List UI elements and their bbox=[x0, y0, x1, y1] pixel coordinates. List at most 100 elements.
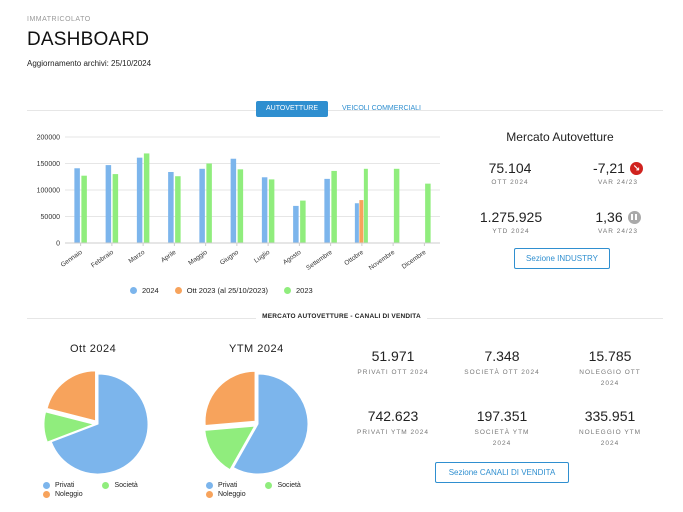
bar-2024 bbox=[168, 171, 174, 243]
x-tick-label: Luglio bbox=[253, 249, 272, 265]
legend-item-noleggio[interactable]: Noleggio bbox=[206, 491, 246, 498]
bar-2023 bbox=[268, 179, 275, 243]
sezione-industry-button[interactable]: Sezione INDUSTRY bbox=[514, 248, 610, 269]
kpi-var-ytd-label: VAR 24/23 bbox=[598, 228, 638, 235]
x-tick-label: Agosto bbox=[282, 249, 303, 267]
canali-value: 335.951 bbox=[584, 408, 636, 424]
x-tick-label: Giugno bbox=[219, 249, 240, 267]
pie-slice-societ bbox=[43, 411, 96, 443]
canali-privati-ytm: 742.623 PRIVATI YTM 2024 bbox=[338, 408, 448, 438]
y-tick-label: 200000 bbox=[37, 135, 60, 142]
legend-item-societa[interactable]: Società bbox=[265, 482, 301, 489]
kpi-ytd-label: YTD 2024 bbox=[492, 228, 530, 235]
pie-slice-noleggio bbox=[46, 370, 97, 422]
legend-dot bbox=[102, 482, 110, 489]
tab-veicoli-commerciali[interactable]: VEICOLI COMMERCIALI bbox=[342, 105, 421, 112]
legend-item-societa[interactable]: Società bbox=[102, 482, 138, 489]
canali-societa-ott: 7.348 SOCIETÀ OTT 2024 bbox=[447, 348, 557, 378]
bar-2023 bbox=[143, 153, 150, 243]
bar-2024 bbox=[261, 177, 268, 243]
legend-item-privati[interactable]: Privati bbox=[43, 482, 74, 489]
canali-noleggio-ytm: 335.951 NOLEGGIO YTM 2024 bbox=[555, 408, 665, 449]
pie-chart-ott bbox=[43, 370, 149, 475]
bar-2023 bbox=[112, 174, 119, 243]
canali-noleggio-ott: 15.785 NOLEGGIO OTT 2024 bbox=[555, 348, 665, 389]
kpi-var-label: VAR 24/23 bbox=[598, 179, 638, 186]
bar-2023 bbox=[331, 170, 337, 243]
legend-item-noleggio[interactable]: Noleggio bbox=[43, 491, 83, 498]
legend-item-2023[interactable]: 2023 bbox=[284, 286, 313, 295]
canali-value: 7.348 bbox=[484, 348, 520, 364]
mercato-title: Mercato Autovetture bbox=[506, 130, 614, 144]
legend-dot bbox=[43, 482, 50, 489]
pie-title-ytm: YTM 2024 bbox=[229, 343, 284, 355]
canali-value: 197.351 bbox=[476, 408, 528, 424]
bar-2024 bbox=[293, 205, 299, 243]
arrow-down-right-icon: ↘ bbox=[629, 161, 643, 175]
legend-item-2024[interactable]: 2024 bbox=[130, 286, 159, 295]
canali-label: PRIVATI OTT 2024 bbox=[357, 369, 429, 376]
divider bbox=[27, 110, 663, 111]
kpi-var-value: -7,21 bbox=[593, 160, 625, 176]
canali-value: 742.623 bbox=[367, 408, 419, 424]
pie-slice-privati bbox=[50, 373, 149, 475]
canali-societa-ytm: 197.351 SOCIETÀ YTM 2024 bbox=[447, 408, 557, 449]
x-tick-label: Gennaio bbox=[60, 249, 84, 269]
section-title-text: MERCATO AUTOVETTURE - CANALI DI VENDITA bbox=[256, 313, 427, 320]
bar-2023 bbox=[393, 168, 400, 243]
kpi-var-ytd-value: 1,36 bbox=[595, 209, 623, 225]
bar-2023 bbox=[81, 175, 87, 243]
canali-label: SOCIETÀ YTM 2024 bbox=[474, 429, 530, 447]
page-header: IMMATRICOLATO DASHBOARD Aggiornamento ar… bbox=[27, 16, 151, 68]
legend-label: Noleggio bbox=[55, 491, 83, 498]
legend-dot bbox=[265, 482, 273, 489]
legend-item-privati[interactable]: Privati bbox=[206, 482, 237, 489]
x-tick-label: Novembre bbox=[368, 249, 397, 272]
y-tick-label: 100000 bbox=[37, 188, 60, 195]
legend-label: Società bbox=[277, 482, 301, 489]
legend-label: Ott 2023 (al 25/10/2023) bbox=[186, 286, 268, 295]
canali-label: NOLEGGIO OTT 2024 bbox=[579, 369, 641, 387]
canali-label: NOLEGGIO YTM 2024 bbox=[578, 429, 642, 447]
monthly-bar-chart: 0 50000 100000 150000 200000 Gennaio Febbraio M… bbox=[37, 135, 440, 272]
pie-chart-ytm bbox=[204, 370, 309, 475]
bar-2024 bbox=[136, 157, 143, 243]
legend-item-ott-2023[interactable]: Ott 2023 (al 25/10/2023) bbox=[174, 286, 268, 295]
update-date: Aggiornamento archivi: 25/10/2024 bbox=[27, 59, 152, 68]
legend-dot bbox=[174, 287, 182, 294]
bar-2024 bbox=[199, 168, 205, 243]
sezione-canali-button[interactable]: Sezione CANALI DI VENDITA bbox=[435, 462, 569, 483]
legend-dot bbox=[284, 287, 291, 294]
pie-legend-ott: Privati Società Noleggio bbox=[43, 482, 166, 500]
bar-2024 bbox=[324, 178, 330, 243]
legend-dot bbox=[206, 491, 213, 498]
kpi-ott-value: 75.104 bbox=[488, 160, 532, 176]
pause-icon bbox=[627, 210, 641, 224]
tab-autovetture[interactable]: AUTOVETTURE bbox=[256, 101, 328, 117]
y-tick-label: 50000 bbox=[41, 214, 61, 221]
page-title: DASHBOARD bbox=[27, 29, 150, 50]
canali-label: SOCIETÀ OTT 2024 bbox=[464, 369, 540, 376]
canali-value: 51.971 bbox=[371, 348, 415, 364]
bar-2023 bbox=[175, 176, 181, 243]
bar-2023 bbox=[206, 163, 212, 243]
x-tick-label: Aprile bbox=[160, 249, 178, 264]
vehicle-tabs: AUTOVETTURE VEICOLI COMMERCIALI bbox=[256, 101, 431, 117]
legend-dot bbox=[130, 287, 137, 294]
y-tick-label: 150000 bbox=[37, 161, 60, 168]
x-tick-label: Marzo bbox=[127, 249, 146, 265]
bar-ott-2023 bbox=[359, 200, 364, 243]
pie-slice-noleggio bbox=[204, 370, 256, 427]
pie-legend-ytm: Privati Società Noleggio bbox=[206, 482, 329, 500]
section-title: MERCATO AUTOVETTURE - CANALI DI VENDITA bbox=[0, 313, 683, 320]
canali-value: 15.785 bbox=[588, 348, 632, 364]
kpi-ytd: 1.275.925 YTD 2024 bbox=[466, 209, 556, 235]
legend-label: Privati bbox=[218, 482, 238, 489]
mercato-panel: Mercato Autovetture bbox=[460, 130, 660, 144]
legend-dot bbox=[43, 491, 50, 498]
canali-label: PRIVATI YTM 2024 bbox=[357, 429, 429, 436]
kpi-ytd-value: 1.275.925 bbox=[479, 209, 543, 225]
bar-chart-legend: 2024 Ott 2023 (al 25/10/2023) 2023 bbox=[130, 286, 329, 295]
pie-slice-privati bbox=[232, 373, 309, 475]
x-tick-label: Maggio bbox=[187, 249, 209, 267]
